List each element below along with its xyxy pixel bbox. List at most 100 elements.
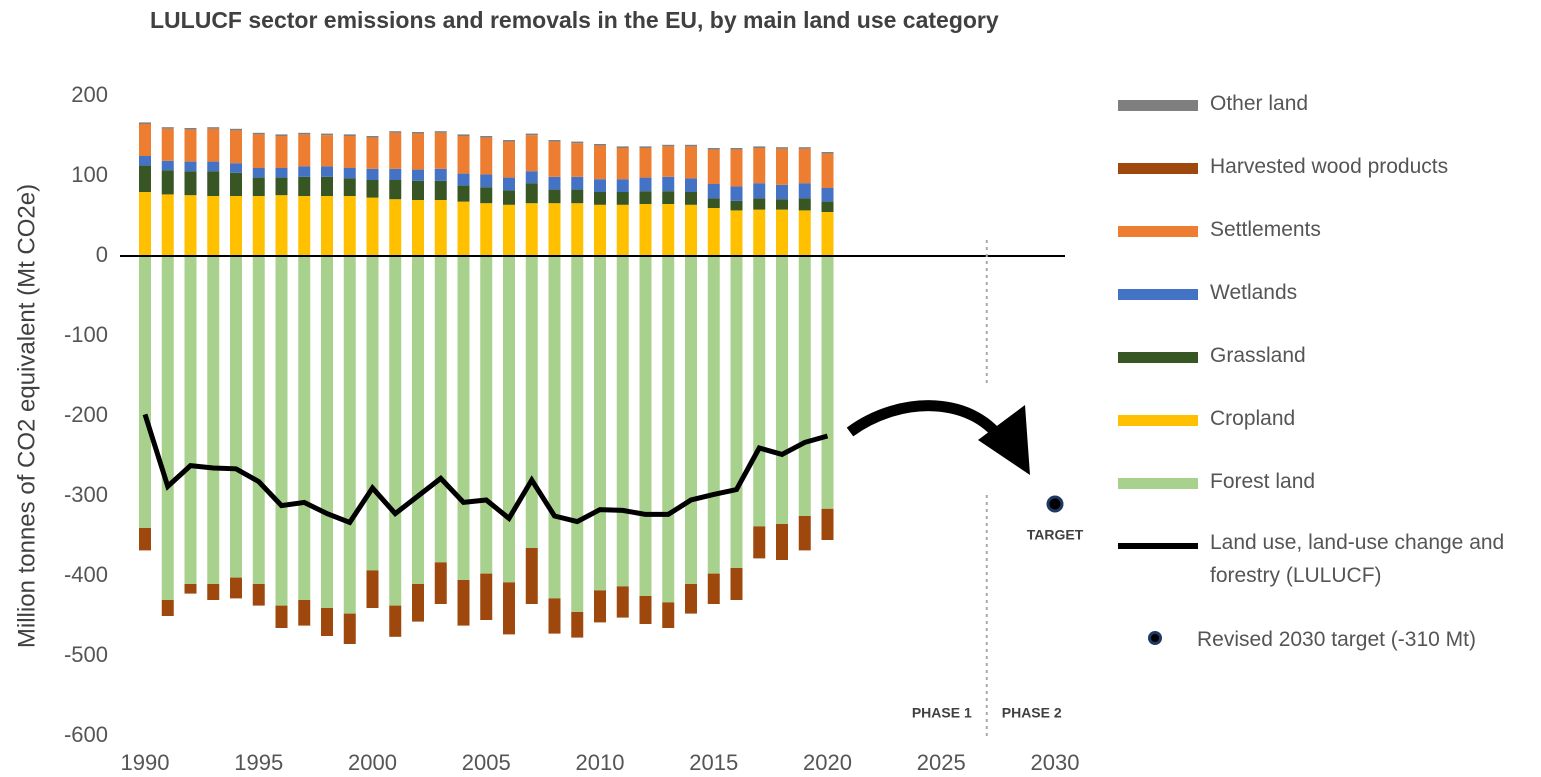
bar	[730, 186, 743, 201]
bar	[798, 256, 811, 516]
bar	[798, 147, 811, 149]
bar	[230, 163, 242, 173]
legend-item: Cropland	[1118, 407, 1538, 470]
bar	[548, 176, 561, 190]
bar	[184, 171, 197, 196]
bar	[707, 573, 720, 604]
y-tick-label: 0	[96, 242, 108, 267]
legend-item: Land use, land-use change and forestry (…	[1118, 531, 1538, 628]
bar	[616, 179, 629, 192]
target-point	[1046, 495, 1064, 513]
bar	[639, 596, 652, 624]
bar	[798, 148, 811, 184]
bar	[230, 256, 242, 578]
bar	[230, 577, 242, 599]
y-tick-label: -500	[64, 642, 108, 667]
y-tick-label: -600	[64, 722, 108, 747]
bar	[503, 190, 515, 205]
bar	[184, 161, 197, 172]
bar	[821, 188, 834, 202]
legend-swatch	[1118, 289, 1198, 300]
y-tick-label: -400	[64, 562, 108, 587]
bar	[776, 147, 788, 149]
bar	[525, 256, 538, 548]
bar	[753, 526, 766, 559]
bar	[343, 613, 356, 644]
bar	[184, 256, 197, 584]
bar	[685, 256, 697, 584]
bar	[230, 172, 242, 196]
bar	[389, 256, 402, 606]
legend-swatch	[1118, 100, 1198, 111]
bar	[707, 184, 720, 199]
bar	[776, 256, 788, 524]
bar	[343, 256, 356, 614]
y-tick-label: -200	[64, 402, 108, 427]
bar	[457, 185, 470, 202]
bar	[798, 516, 811, 551]
bar	[798, 198, 811, 211]
bar	[480, 174, 493, 188]
bar	[161, 170, 174, 195]
bar	[207, 196, 220, 256]
bar	[389, 131, 402, 133]
bar	[434, 256, 447, 563]
bar	[139, 192, 151, 256]
legend-item: Settlements	[1118, 218, 1538, 281]
bar	[252, 584, 265, 606]
bar	[366, 197, 379, 256]
bar	[821, 212, 834, 256]
bar	[139, 165, 151, 192]
bar	[184, 129, 197, 162]
bar	[776, 199, 788, 210]
bar	[685, 204, 697, 256]
x-tick-label: 2030	[1031, 750, 1080, 775]
x-tick-label: 2000	[348, 750, 397, 775]
bar	[366, 168, 379, 180]
legend-item: Forest land	[1118, 470, 1538, 533]
arrow-head	[978, 405, 1030, 475]
bar	[412, 180, 424, 200]
x-tick-label: 2020	[803, 750, 852, 775]
bar	[161, 128, 174, 161]
legend-label: Revised 2030 target (-310 Mt)	[1197, 628, 1476, 651]
bar	[571, 176, 584, 190]
legend-label: Grassland	[1210, 344, 1306, 367]
legend-item: Grassland	[1118, 344, 1538, 407]
bar	[139, 124, 151, 156]
bar	[639, 204, 652, 256]
bar	[480, 203, 493, 256]
bar	[366, 136, 379, 138]
chart-title: LULUCF sector emissions and removals in …	[150, 7, 999, 33]
bar	[434, 168, 447, 181]
legend-item: Wetlands	[1118, 281, 1538, 344]
bar	[616, 256, 629, 587]
bar	[571, 141, 584, 144]
bar	[821, 153, 834, 188]
bar	[139, 156, 151, 166]
bar	[730, 210, 743, 256]
bar	[434, 180, 447, 200]
bar	[161, 160, 174, 171]
bar	[434, 562, 447, 604]
bar	[275, 136, 288, 168]
bar	[639, 146, 652, 148]
bar	[730, 149, 743, 187]
y-tick-label: 200	[71, 82, 108, 107]
bar	[298, 166, 311, 177]
bar	[457, 201, 470, 256]
legend-swatch	[1118, 226, 1198, 237]
bar	[821, 508, 834, 540]
bar	[571, 256, 584, 612]
bar	[525, 171, 538, 184]
legend-label: Wetlands	[1210, 281, 1298, 304]
bar	[343, 134, 356, 136]
bar	[275, 134, 288, 136]
bar	[275, 256, 288, 606]
bar	[457, 134, 470, 136]
bar	[525, 133, 538, 136]
bar	[457, 173, 470, 186]
bar	[503, 204, 515, 256]
bar	[207, 584, 220, 600]
